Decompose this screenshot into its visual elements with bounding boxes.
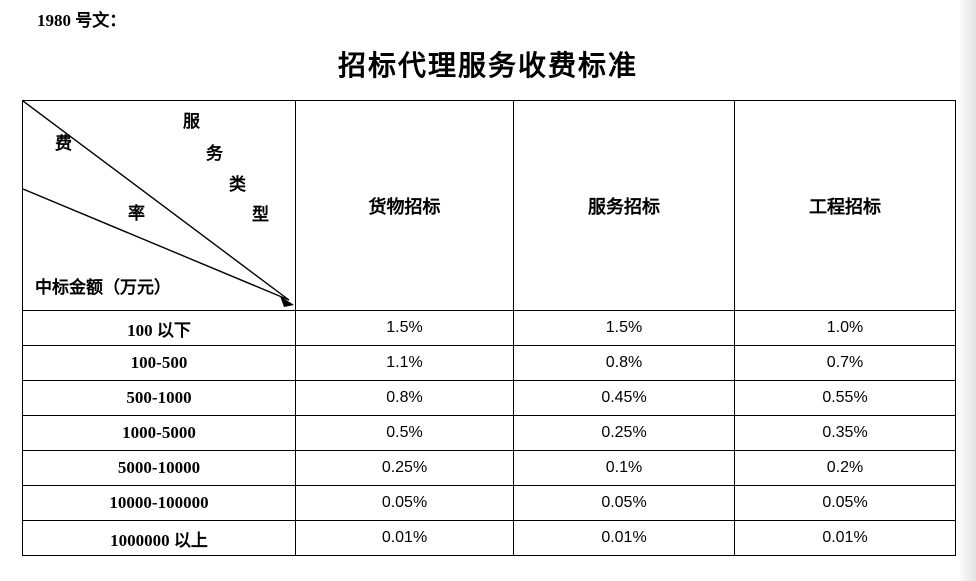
row-label: 100-500: [22, 345, 296, 381]
rate-value: 0.7%: [734, 345, 956, 381]
rate-value: 0.25%: [513, 415, 735, 451]
table-corner-cell: 服 务 类 型 费 率 中标金额（万元）: [22, 100, 296, 311]
row-label: 100 以下: [22, 310, 296, 346]
rate-value: 0.35%: [734, 415, 956, 451]
column-header-goods: 货物招标: [295, 100, 514, 311]
rate-value: 1.1%: [295, 345, 514, 381]
scan-shadow-edge: [958, 0, 976, 581]
diagonal-divider-lines: [23, 101, 294, 307]
row-label: 1000000 以上: [22, 520, 296, 556]
rate-value: 0.01%: [513, 520, 735, 556]
table-row: 100 以下 1.5% 1.5% 1.0%: [22, 310, 956, 346]
row-label: 500-1000: [22, 380, 296, 416]
corner-service-type-char: 务: [206, 144, 223, 163]
table-row: 1000-5000 0.5% 0.25% 0.35%: [22, 415, 956, 451]
rate-value: 0.45%: [513, 380, 735, 416]
row-label: 1000-5000: [22, 415, 296, 451]
table-header-row: 服 务 类 型 费 率 中标金额（万元） 货物招标 服务招标 工程招标: [22, 100, 956, 311]
rate-value: 0.05%: [734, 485, 956, 521]
corner-rate-char: 费: [55, 134, 72, 153]
table-row: 1000000 以上 0.01% 0.01% 0.01%: [22, 520, 956, 556]
rate-value: 0.8%: [295, 380, 514, 416]
table-row: 10000-100000 0.05% 0.05% 0.05%: [22, 485, 956, 521]
corner-service-type-char: 类: [229, 175, 246, 194]
table-row: 5000-10000 0.25% 0.1% 0.2%: [22, 450, 956, 486]
rate-value: 1.0%: [734, 310, 956, 346]
corner-service-type-char: 服: [183, 112, 200, 131]
corner-rate-char: 率: [128, 204, 145, 223]
column-header-services: 服务招标: [513, 100, 735, 311]
table-row: 100-500 1.1% 0.8% 0.7%: [22, 345, 956, 381]
rate-value: 0.25%: [295, 450, 514, 486]
row-label: 10000-100000: [22, 485, 296, 521]
rate-value: 0.1%: [513, 450, 735, 486]
arrowhead-icon: [280, 296, 294, 307]
rate-value: 0.05%: [513, 485, 735, 521]
document-ref: 1980 号文：: [37, 11, 127, 30]
corner-amount-label: 中标金额（万元）: [35, 278, 171, 297]
rate-value: 0.8%: [513, 345, 735, 381]
corner-service-type-char: 型: [252, 205, 269, 224]
rate-value: 0.01%: [734, 520, 956, 556]
rate-value: 1.5%: [513, 310, 735, 346]
rate-value: 0.05%: [295, 485, 514, 521]
rate-value: 0.2%: [734, 450, 956, 486]
column-header-engineering: 工程招标: [734, 100, 956, 311]
rate-value: 1.5%: [295, 310, 514, 346]
rate-value: 0.01%: [295, 520, 514, 556]
table-row: 500-1000 0.8% 0.45% 0.55%: [22, 380, 956, 416]
fee-table: 服 务 类 型 费 率 中标金额（万元） 货物招标 服务招标 工程招标 100 …: [22, 100, 956, 556]
rate-value: 0.55%: [734, 380, 956, 416]
page-title: 招标代理服务收费标准: [337, 51, 638, 82]
row-label: 5000-10000: [22, 450, 296, 486]
rate-value: 0.5%: [295, 415, 514, 451]
